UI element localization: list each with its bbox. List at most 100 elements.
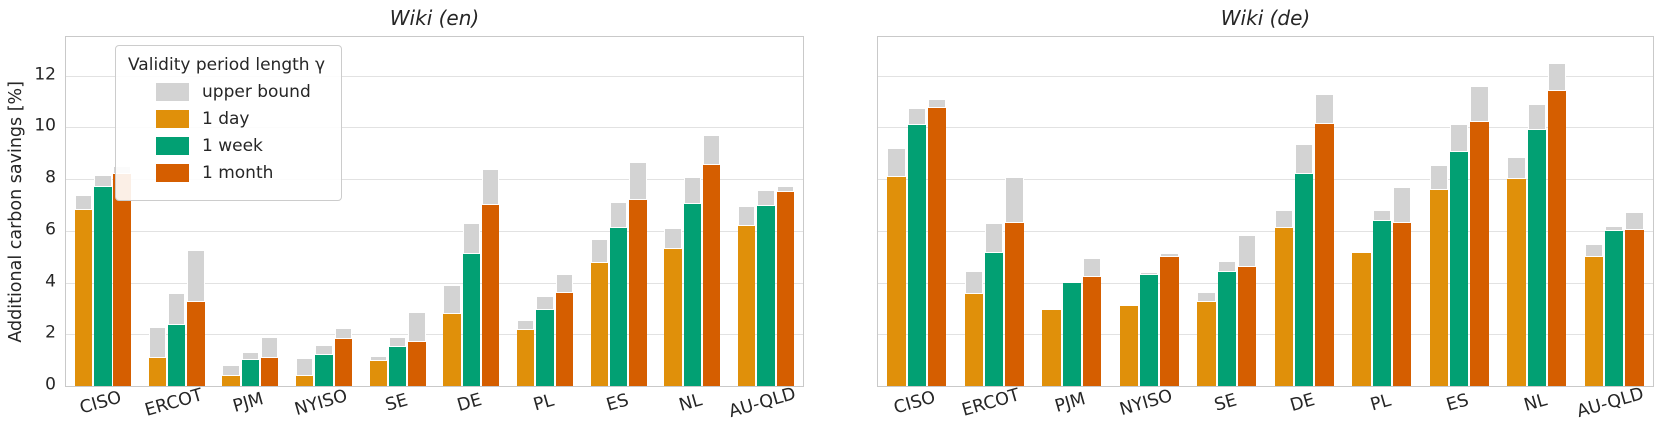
bar-1-week-NYISO [1140,37,1159,386]
gridline [878,179,1653,181]
gridline [66,179,803,181]
bar-1-week-ES [1450,37,1469,386]
bar-segment [1062,282,1081,386]
upper-bound-cap [1625,211,1644,230]
bar-1-day-AU-QLD [1584,37,1604,386]
upper-bound-cap [964,270,984,295]
bar-segment [408,342,426,386]
upper-bound-cap [443,285,461,314]
bar-segment [907,124,926,386]
panel-title-wiki-en: Wiki (en) [389,6,480,30]
bar-segment [1274,228,1294,386]
bar-1-week-ERCOT [985,37,1004,386]
bar-segment [222,375,240,386]
bar-segment [964,294,984,386]
gridline [66,75,803,77]
x-tick-label: AU-QLD [726,383,799,423]
bar-segment [1160,256,1179,386]
bar-segment [295,375,314,386]
bar-1-week-NL [683,37,702,386]
bar-segment [481,205,500,386]
x-tick-label: SE [382,390,410,416]
bar-segment [590,263,609,386]
legend-title: Validity period length γ [128,55,326,75]
upper-bound-cap [74,194,93,211]
bar-1-month-PJM [1082,37,1102,386]
upper-bound-cap [1507,157,1526,180]
bar-1-month-PL [1392,37,1412,386]
bar-segment [1295,174,1314,386]
bar-1-day-PL [517,37,535,386]
bar-segment [167,325,186,386]
x-tick-label: ES [1444,390,1472,416]
x-tick-label: DE [1288,390,1318,417]
upper-bound-cap [629,162,647,200]
upper-bound-cap [1237,234,1257,268]
bar-1-month-DE [1315,37,1334,386]
1-day-swatch [156,110,189,128]
bar-segment [1547,91,1567,386]
upper-bound-cap [148,326,166,358]
bar-1-month-ERCOT [187,37,205,386]
bar-segment [388,347,407,386]
bar-1-month-PJM [260,37,279,386]
bar-1-week-SE [388,37,407,386]
upper-bound-cap [222,365,240,376]
bar-segment [241,360,259,386]
bar-1-week-DE [1295,37,1314,386]
bar-1-day-AU-QLD [738,37,756,386]
upper-bound-cap [1372,210,1391,221]
bar-segment [1450,152,1469,386]
bar-segment [1527,130,1546,386]
x-tick-label: PJM [230,389,267,417]
upper-bound-cap [555,273,573,293]
bar-segment [315,354,333,386]
upper-bound-cap [462,223,480,255]
bar-segment [985,252,1004,386]
bar-segment [1584,256,1604,386]
upper-bound-cap [187,250,205,302]
plot-area-wiki-de: CISO ERCOT PJM NYISO SE DE PL ES NL AU-QLD [877,36,1654,422]
bar-1-month-SE [408,37,426,386]
bar-1-week-DE [462,37,480,386]
upper-bound-cap [703,135,721,165]
x-tick-label: PJM [1052,389,1088,417]
bar-1-day-ERCOT [148,37,166,386]
upper-bound-cap [683,176,702,204]
bar-1-day-NL [664,37,682,386]
upper-bound-swatch [156,83,189,101]
bar-1-month-NYISO [1160,37,1179,386]
x-tick-label: ERCOT [959,385,1023,421]
bar-1-day-NL [1507,37,1526,386]
x-tick-label: NYISO [1117,385,1175,421]
bar-1-month-NL [703,37,721,386]
bar-1-day-PL [1352,37,1371,386]
gridline [878,230,1653,232]
bar-segment [536,309,554,386]
bar-1-day-CISO [887,37,906,386]
y-tick-label: 12 [34,64,56,85]
bar-1-week-CISO [94,37,112,386]
x-tick-label: SE [1212,390,1239,416]
upper-bound-cap [610,202,628,229]
bar-segment [555,292,573,386]
gridline [66,282,803,284]
upper-bound-cap [1547,62,1567,92]
legend: Validity period length γ upper bound 1 d… [115,45,343,201]
bar-segment [369,361,387,386]
bar-1-week-PJM [241,37,259,386]
upper-bound-cap [1450,123,1469,153]
bar-segment [148,357,166,386]
upper-bound-cap [1584,243,1604,257]
bar-1-week-ES [610,37,628,386]
bar-1-day-NYISO [1119,37,1139,386]
bar-segment [260,357,279,386]
bar-segment [703,164,721,386]
bar-1-day-DE [443,37,461,386]
upper-bound-cap [907,108,926,125]
gridline [66,230,803,232]
upper-bound-cap [1217,260,1236,273]
bar-segment [887,176,906,386]
upper-bound-cap [1295,144,1314,175]
bar-1-day-ES [1429,37,1449,386]
